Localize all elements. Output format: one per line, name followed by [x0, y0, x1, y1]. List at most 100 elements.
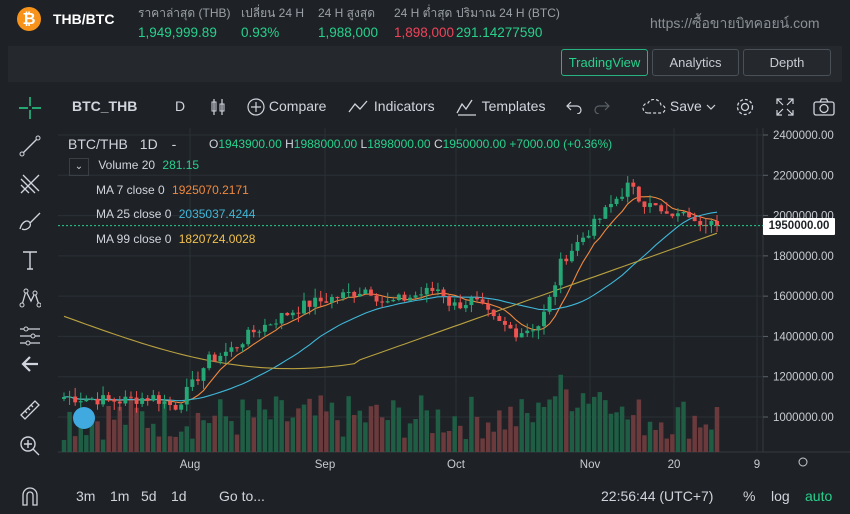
volume-bar [195, 412, 201, 452]
volume-bar [435, 409, 441, 452]
volume-value: 281.15 [162, 158, 200, 172]
volume-bar [324, 411, 329, 452]
pitchfork-icon[interactable] [16, 170, 44, 198]
stat-value: 1,949,999.89 [138, 25, 217, 40]
zoom-in-icon[interactable] [16, 432, 44, 460]
volume-bar [502, 429, 508, 452]
x-tick-label: Nov [580, 459, 601, 471]
candle-body [374, 295, 379, 302]
volume-bar [279, 400, 284, 452]
percent-toggle[interactable]: % [743, 488, 756, 504]
volume-bar [519, 399, 524, 452]
ruler-icon[interactable] [16, 396, 44, 424]
auto-toggle[interactable]: auto [805, 488, 833, 504]
symbol-selector[interactable]: BTC_THB [72, 98, 138, 114]
volume-bar [597, 392, 603, 452]
stat-value: 291.14277590 [456, 25, 543, 40]
volume-bar [346, 396, 351, 452]
templates-button[interactable]: Templates [456, 90, 545, 122]
volume-bar [151, 423, 156, 452]
ma99-legend: MA 99 close 0 1820724.0028 [96, 232, 255, 246]
magnet-icon[interactable] [16, 482, 44, 510]
volume-bar [396, 407, 402, 452]
candle-body [558, 258, 563, 286]
candle-body [151, 395, 156, 401]
volume-bar [229, 421, 234, 452]
candle-body [413, 295, 418, 298]
volume-bar [636, 399, 642, 452]
bottom-toolbar: 3m 1m 5d 1d Go to... 22:56:44 (UTC+7) % … [0, 480, 850, 514]
indicators-button[interactable]: Indicators [348, 90, 435, 122]
candle-body [385, 301, 390, 303]
text-tool-icon[interactable] [16, 246, 44, 274]
volume-bar [474, 416, 480, 452]
pattern-icon[interactable] [16, 284, 44, 312]
candle-body [274, 323, 279, 325]
volume-bar [162, 400, 167, 452]
redo-icon[interactable] [594, 90, 610, 122]
volume-bar [614, 412, 619, 452]
candle-body [307, 300, 312, 307]
volume-bar [307, 398, 312, 452]
volume-bar [703, 424, 709, 452]
candle-body [564, 258, 569, 262]
candle-body [173, 404, 178, 410]
volume-bar [296, 408, 301, 452]
log-toggle[interactable]: log [771, 488, 790, 504]
candle-body [335, 297, 340, 299]
volume-bar [167, 436, 173, 452]
tab-tradingview[interactable]: TradingView [561, 49, 648, 76]
volume-bar [653, 429, 658, 452]
range-5d[interactable]: 5d [141, 488, 157, 504]
arrow-left-icon[interactable] [16, 350, 44, 378]
range-1d[interactable]: 1d [171, 488, 187, 504]
candle-body [296, 312, 301, 314]
volume-bar [608, 413, 614, 452]
candle-body [329, 297, 334, 303]
bitcoin-logo-icon: ₿ [17, 7, 41, 31]
tab-analytics[interactable]: Analytics [652, 49, 739, 76]
volume-bar [558, 374, 563, 452]
candle-body [179, 404, 184, 410]
candle-body [631, 182, 636, 187]
indicators-icon [348, 100, 368, 113]
volume-bar [525, 413, 530, 452]
goto-button[interactable]: Go to... [219, 488, 265, 504]
brush-icon[interactable] [16, 208, 44, 236]
clock-readout[interactable]: 22:56:44 (UTC+7) [601, 488, 714, 504]
volume-bar [61, 439, 67, 452]
gear-icon[interactable] [735, 90, 755, 122]
collapse-chevron-icon[interactable]: ⌄ [69, 158, 89, 176]
website-link[interactable]: https://ซื้อขายบิทคอยน์.com [650, 15, 820, 31]
compare-button[interactable]: Compare [247, 90, 326, 122]
volume-bar [329, 402, 335, 452]
candle-body [486, 303, 491, 310]
candle-body [251, 329, 256, 333]
stat-volume-24h: ปริมาณ 24 H (BTC) 291.14277590 [456, 4, 560, 40]
volume-bar [485, 422, 491, 452]
camera-icon[interactable] [813, 90, 835, 122]
candle-body [625, 182, 630, 197]
candle-body [112, 399, 117, 402]
templates-icon [456, 99, 476, 116]
candle-style-icon[interactable] [210, 90, 226, 122]
candle-body [480, 299, 485, 304]
tab-depth[interactable]: Depth [743, 49, 831, 76]
save-button[interactable]: Save [642, 90, 716, 122]
crosshair-icon[interactable] [16, 94, 44, 122]
candle-body [536, 326, 541, 331]
candle-body [117, 401, 122, 404]
cloud-icon [642, 99, 666, 114]
undo-icon[interactable] [566, 90, 582, 122]
stat-label: ราคาล่าสุด (THB) [138, 6, 231, 20]
interval-selector[interactable]: D [175, 98, 186, 114]
ohlc-close: 1950000.00 [442, 137, 507, 151]
candle-body [324, 301, 329, 303]
candle-body [190, 379, 195, 387]
measure-lines-icon[interactable] [16, 322, 44, 350]
range-3m[interactable]: 3m [76, 488, 96, 504]
fullscreen-icon[interactable] [776, 90, 794, 122]
trend-line-icon[interactable] [16, 132, 44, 160]
volume-bar [273, 396, 279, 452]
range-1m[interactable]: 1m [110, 488, 130, 504]
